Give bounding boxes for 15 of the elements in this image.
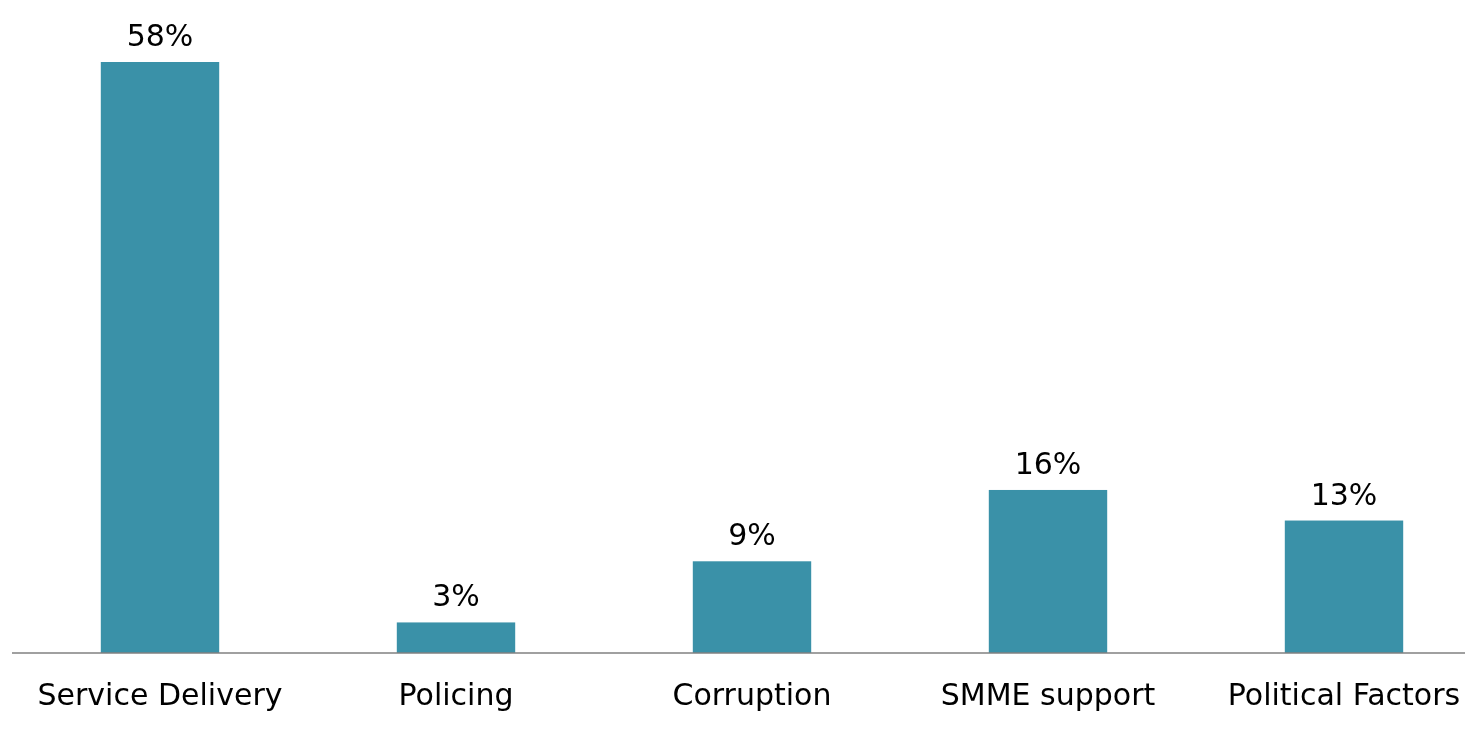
data-label: 3%	[432, 578, 480, 614]
bar	[1284, 520, 1404, 653]
x-tick-label: Policing	[398, 677, 514, 712]
x-tick-label: Corruption	[672, 677, 832, 712]
x-tick-label: Service Delivery	[37, 677, 283, 712]
x-tick-label: Political Factors	[1227, 677, 1461, 712]
bar	[988, 489, 1108, 653]
bar	[692, 561, 812, 653]
data-label: 16%	[1014, 445, 1082, 481]
x-tick-label: SMME support	[940, 677, 1156, 712]
data-label: 9%	[728, 517, 776, 553]
bar	[100, 62, 220, 653]
bar	[396, 622, 516, 653]
data-label: 13%	[1310, 476, 1378, 512]
data-label: 58%	[126, 18, 194, 53]
